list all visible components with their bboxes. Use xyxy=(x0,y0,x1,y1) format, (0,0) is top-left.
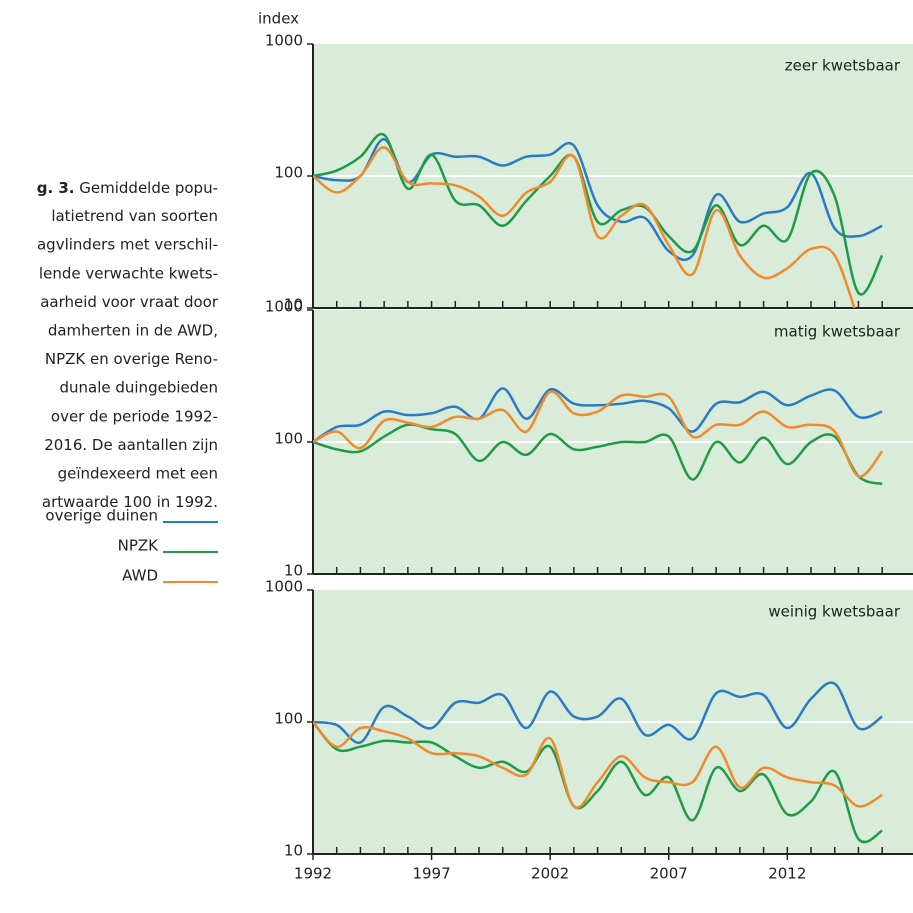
caption-line: dunale duingebieden xyxy=(59,379,218,397)
y-tick-label: 100 xyxy=(274,430,303,448)
panel-title: zeer kwetsbaar xyxy=(785,57,901,75)
legend-label: NPZK xyxy=(118,537,160,555)
y-tick-label: 100 xyxy=(274,710,303,728)
caption-line: artwaarde 100 in 1992. xyxy=(42,493,218,511)
caption-line: 2016. De aantallen zijn xyxy=(44,436,218,454)
caption-line: NPZK en overige Reno- xyxy=(45,350,218,368)
caption-line: agvlinders met verschil- xyxy=(37,236,218,254)
caption-text: Gemiddelde popu- xyxy=(75,179,219,197)
series-line xyxy=(313,721,883,809)
x-tick-label: 1992 xyxy=(294,865,332,883)
caption-line: aarheid voor vraat door xyxy=(40,293,219,311)
panel-title: weinig kwetsbaar xyxy=(768,603,900,621)
caption-label: g. 3. xyxy=(37,179,75,197)
series-group xyxy=(313,387,884,486)
caption-line: latietrend van soorten xyxy=(51,207,218,225)
y-tick-label: 1000 xyxy=(265,298,303,316)
series-line xyxy=(313,146,856,308)
series-line xyxy=(313,721,883,844)
y-tick-label: 100 xyxy=(274,164,303,182)
series-line xyxy=(313,681,883,744)
series-line xyxy=(313,390,884,478)
series-line xyxy=(313,423,883,486)
panel-title: matig kwetsbaar xyxy=(774,323,901,341)
series-group xyxy=(313,132,884,308)
series-line xyxy=(313,132,884,296)
caption-line: damherten in de AWD, xyxy=(48,322,218,340)
series-line xyxy=(313,387,883,444)
caption-line: geïndexeerd met een xyxy=(58,465,218,483)
series-group xyxy=(313,681,883,844)
y-tick-label: 10 xyxy=(284,842,303,860)
caption-line: over de periode 1992- xyxy=(51,407,218,425)
legend-label: AWD xyxy=(122,567,158,585)
caption-line: lende verwachte kwets- xyxy=(39,264,218,282)
x-tick-label: 1997 xyxy=(412,865,450,883)
y-tick-label: 1000 xyxy=(265,32,303,50)
caption-line: g. 3. Gemiddelde popu- xyxy=(37,179,218,197)
x-tick-label: 2007 xyxy=(650,865,688,883)
y-tick-label: 10 xyxy=(284,562,303,580)
x-tick-label: 2002 xyxy=(531,865,569,883)
y-tick-label: 10 xyxy=(284,296,303,314)
y-axis-label: index xyxy=(258,10,299,28)
y-tick-label: 1000 xyxy=(265,578,303,596)
x-tick-label: 2012 xyxy=(768,865,806,883)
legend-label: overige duinen xyxy=(45,507,158,525)
